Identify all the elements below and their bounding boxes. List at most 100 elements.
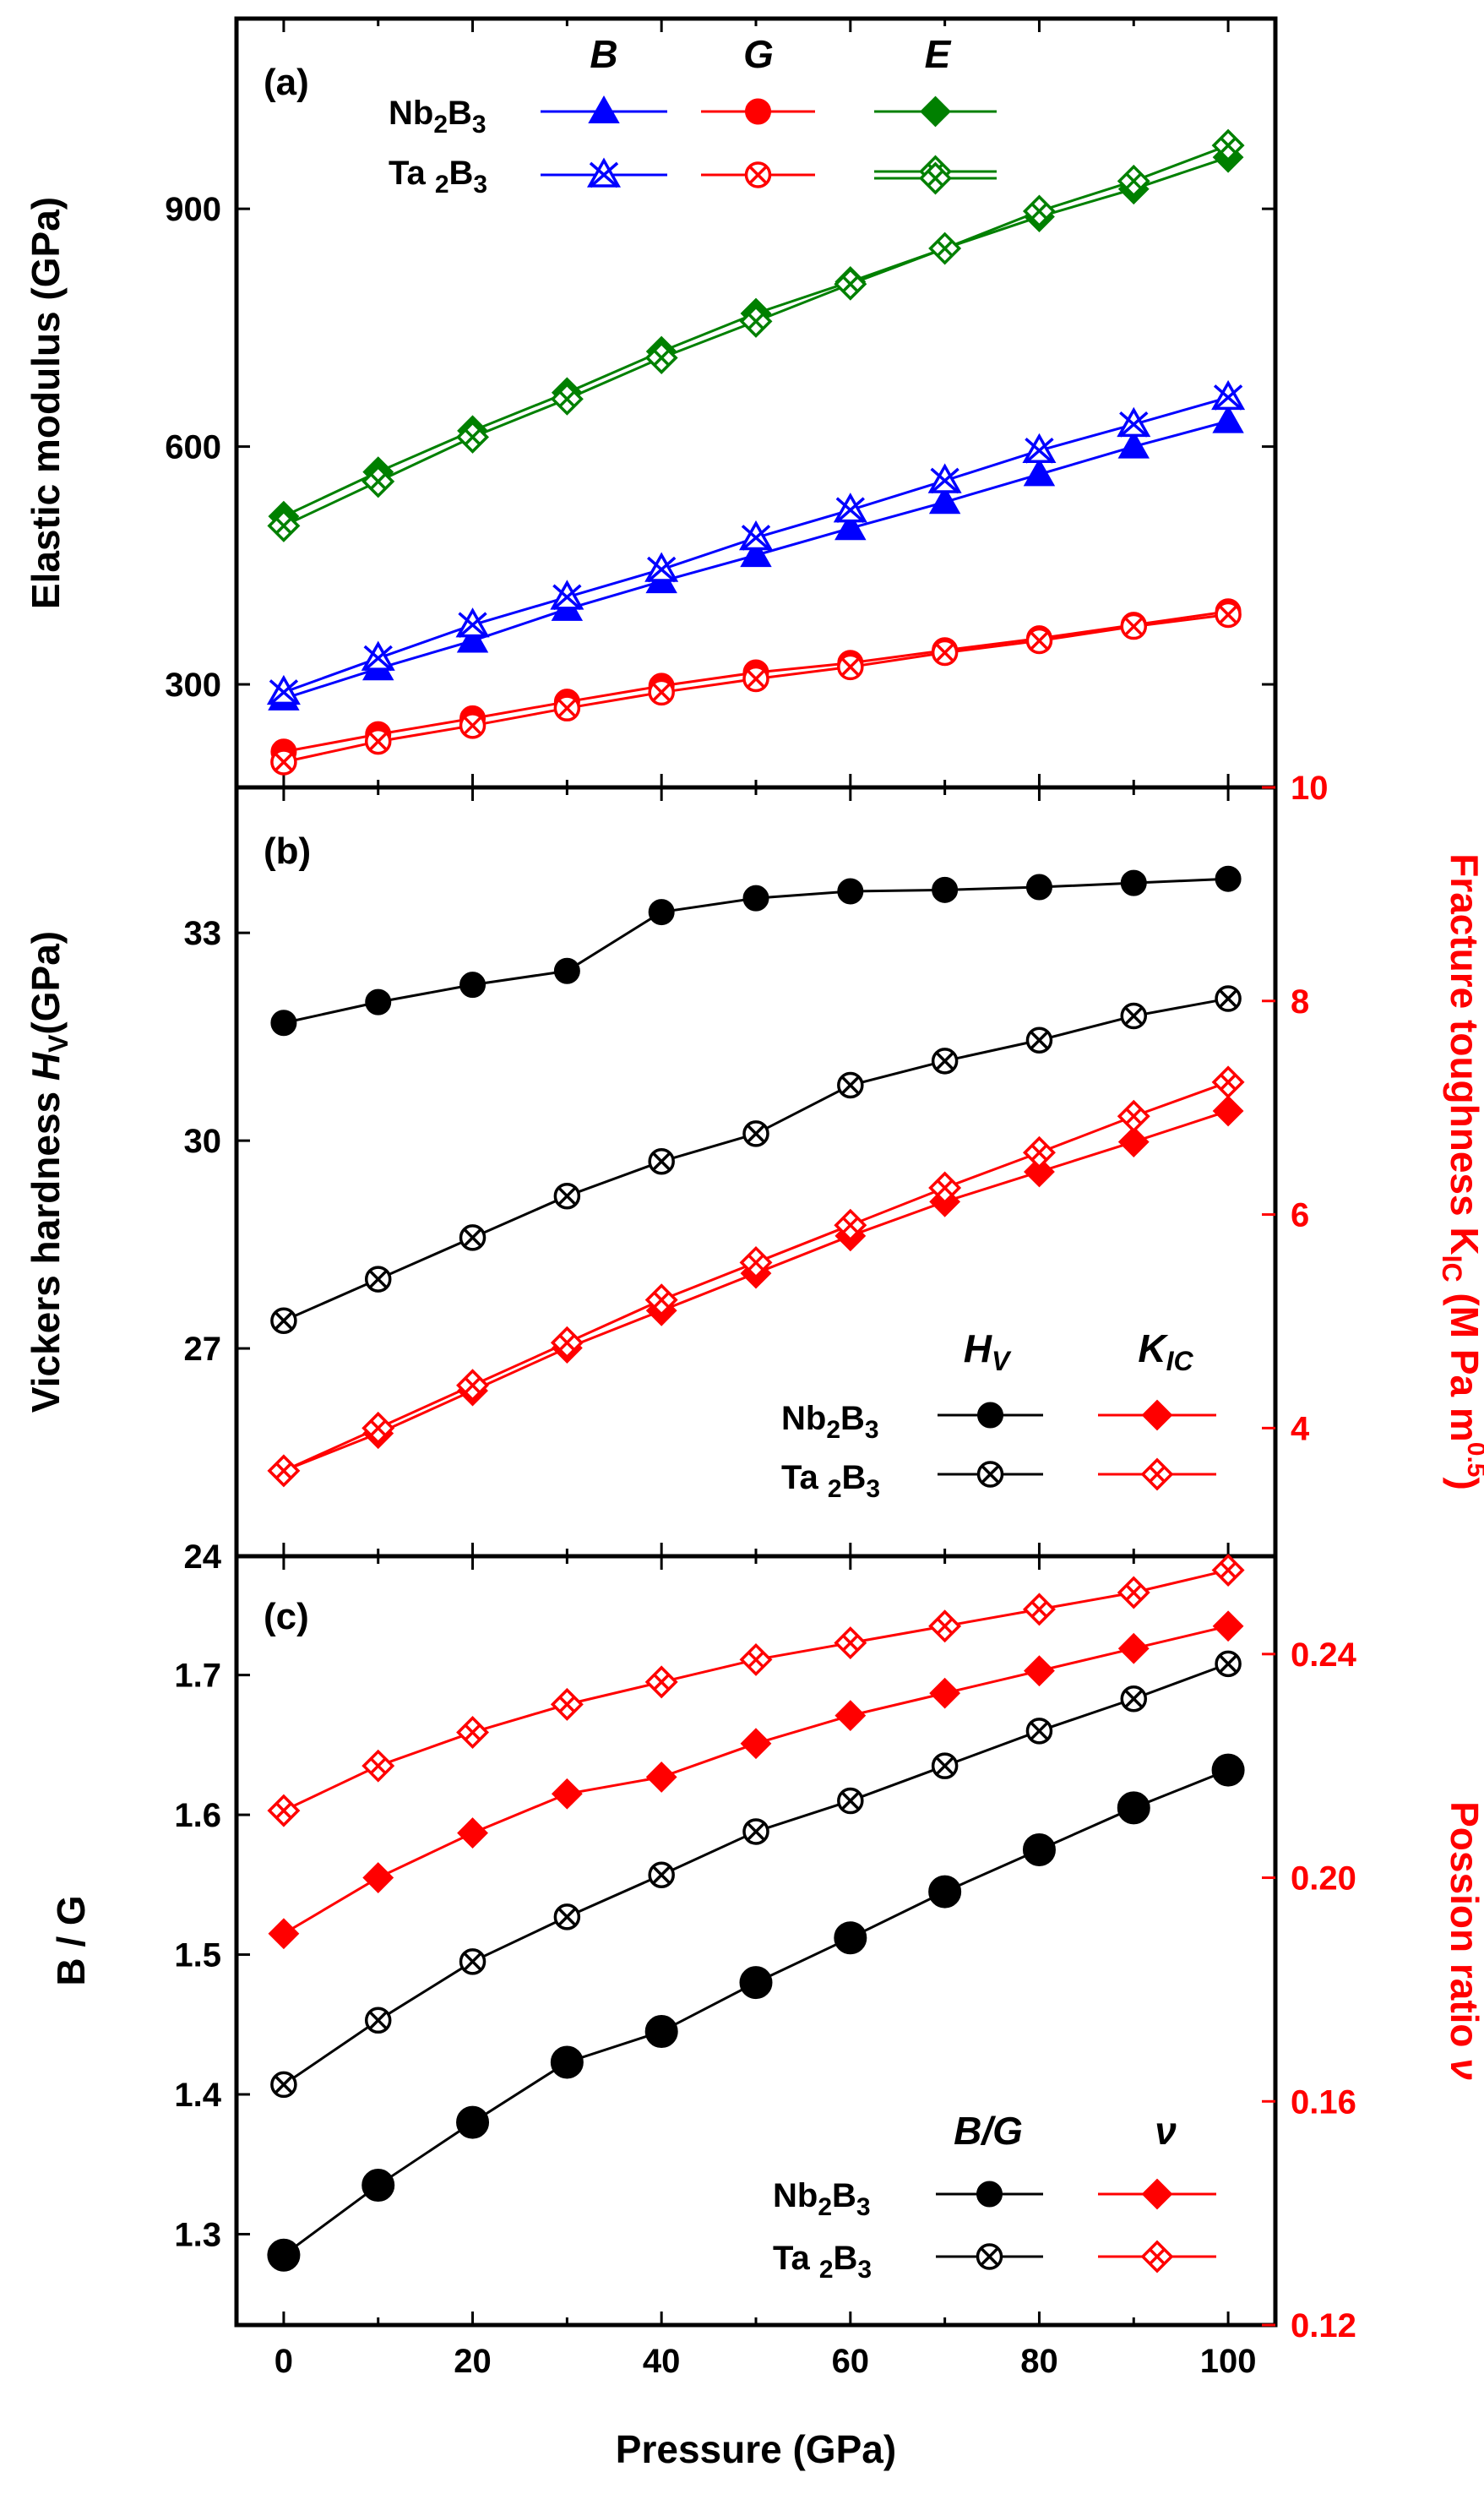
legend-marker: [976, 1461, 1004, 1488]
data-point: [834, 512, 867, 541]
x-tick-label: 80: [1020, 2343, 1058, 2380]
data-point: [1117, 1632, 1150, 1664]
data-point: [267, 1454, 301, 1488]
legend-a-header-e: E: [925, 32, 952, 76]
data-point: [1215, 865, 1242, 892]
series-c-nb2b3-: [268, 1610, 1244, 1950]
legend-marker: [744, 161, 772, 188]
data-point: [457, 1817, 488, 1849]
legend-b-row-ta2b3: Ta 2B3: [781, 1459, 880, 1503]
data-point: [928, 231, 962, 265]
data-point: [834, 1700, 867, 1732]
data-point: [270, 1010, 297, 1037]
data-point: [837, 878, 864, 905]
legend-sample: [1098, 2178, 1216, 2210]
legend-sample: [1098, 1399, 1216, 1431]
data-point: [739, 1966, 773, 2000]
data-point: [645, 1762, 677, 1793]
data-point: [740, 539, 772, 568]
data-point: [459, 712, 487, 739]
legend-marker: [1141, 2178, 1173, 2210]
data-point: [361, 640, 395, 672]
series-b-nb2b3-hv: [270, 865, 1242, 1037]
legend-a: B G E Nb2B3 Ta 2B3: [389, 32, 952, 199]
data-point: [648, 899, 675, 926]
series-line: [283, 1569, 1229, 1812]
series-b-ta2b3-hv: [270, 985, 1242, 1335]
data-point: [266, 674, 301, 705]
data-point: [644, 341, 678, 375]
legend-c-row-ta2b3: Ta 2B3: [773, 2240, 872, 2284]
data-point: [1023, 458, 1056, 487]
legend-c: B/G ν Nb2B3 Ta 2B3: [773, 2109, 1177, 2284]
panel-b-label: (b): [264, 830, 311, 872]
y-axis-label-b: Vickers hardness HV(GPa): [24, 931, 73, 1413]
data-point: [742, 1818, 769, 1845]
data-point: [364, 1266, 392, 1293]
data-point: [1120, 869, 1147, 896]
legend-sample: [1098, 1457, 1216, 1491]
data-point: [834, 1208, 867, 1242]
data-point: [553, 694, 581, 722]
data-point: [1211, 128, 1245, 162]
y-tick-label: 900: [165, 191, 221, 228]
data-point: [267, 2238, 301, 2272]
y2-axis-label-c: Possion ratio ν: [1443, 1801, 1484, 2080]
series-layer: [266, 95, 1246, 2273]
data-point: [361, 1749, 395, 1783]
data-point: [1022, 194, 1056, 228]
data-point: [550, 2045, 584, 2079]
y2-tick-label: 0.16: [1291, 2083, 1356, 2121]
data-point: [1215, 1650, 1242, 1678]
data-point: [1024, 1655, 1055, 1687]
data-point: [1212, 405, 1244, 433]
series-line: [283, 1662, 1229, 2086]
data-point: [551, 1778, 583, 1810]
data-point: [932, 876, 959, 903]
series-line: [283, 1109, 1229, 1473]
legend-marker: [1140, 2240, 1174, 2273]
series-b-ta2b3-kic: [267, 1065, 1245, 1488]
data-point: [456, 2105, 490, 2139]
data-point: [268, 1918, 300, 1950]
legend-sample: [936, 2181, 1043, 2208]
data-point: [364, 2007, 392, 2034]
series-c-ta2b3-: [267, 1554, 1245, 1827]
data-point: [931, 639, 959, 667]
y-axis-label-a: Elastic modulus (GPa): [24, 197, 68, 609]
y-tick-label: 1.5: [174, 1937, 221, 1974]
data-point: [1024, 1156, 1055, 1188]
data-point: [553, 1182, 581, 1210]
x-tick-label: 40: [643, 2343, 681, 2380]
data-point: [742, 1120, 769, 1147]
series-a-ta2b3-e: [267, 128, 1245, 542]
data-point: [1120, 1002, 1148, 1030]
legend-sample: [541, 95, 667, 123]
data-point: [550, 580, 584, 611]
data-point: [1120, 1685, 1148, 1713]
data-point: [270, 1307, 297, 1335]
legend-marker: [920, 95, 951, 128]
legend-sample: [1098, 2240, 1216, 2273]
data-point: [270, 2071, 297, 2099]
x-tick-label: 60: [832, 2343, 870, 2380]
data-point: [739, 1642, 773, 1676]
legend-a-row-ta2b3: Ta 2B3: [389, 155, 487, 199]
data-point: [739, 1245, 773, 1279]
data-point: [837, 1787, 864, 1815]
legend-marker: [919, 161, 952, 195]
legend-c-row-nb2b3: Nb2B3: [773, 2177, 871, 2221]
y-tick-label: 1.4: [174, 2077, 221, 2114]
data-point: [837, 1071, 864, 1099]
y2-tick-label: 0.20: [1291, 1860, 1356, 1898]
data-point: [1215, 985, 1242, 1012]
data-point: [455, 607, 490, 638]
data-point: [644, 1283, 678, 1317]
legend-sample: [874, 161, 997, 195]
y2-tick-label: 8: [1291, 983, 1309, 1021]
data-point: [1211, 1554, 1245, 1587]
data-point: [456, 420, 490, 454]
data-point: [1022, 1593, 1056, 1626]
legend-a-header-b: B: [590, 32, 617, 76]
series-b-nb2b3-kic: [268, 1095, 1244, 1487]
